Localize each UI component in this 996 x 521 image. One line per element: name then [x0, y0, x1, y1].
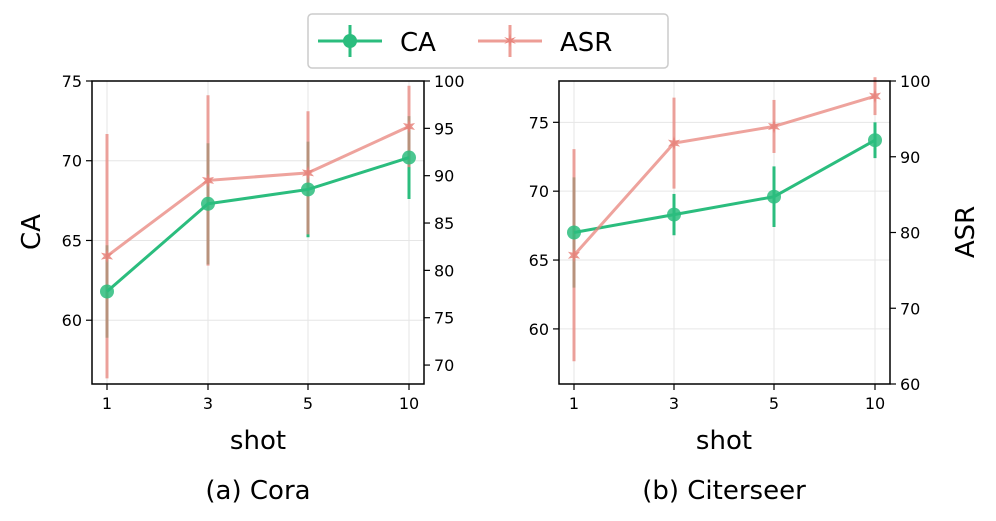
x-tick-label: 3 [669, 394, 679, 413]
right-y-tick-label: 70 [434, 356, 454, 375]
panel-cora-xticks: 1 3 5 10 [102, 384, 419, 413]
panel-cora-xlabel: shot [230, 426, 286, 456]
panel-citerseer-xlabel: shot [696, 426, 752, 456]
asr-point [567, 248, 581, 263]
ca-point [201, 196, 215, 211]
panel-citerseer-frame [558, 80, 891, 385]
ca-point [767, 189, 781, 204]
legend-marker-asr: ✶ [502, 31, 517, 52]
panel-citerseer-right-yticks: 60 70 80 90 100 [890, 72, 931, 394]
asr-point [767, 119, 781, 134]
panel-cora-asr-points [100, 119, 416, 264]
ca-point [567, 225, 581, 240]
asr-point [868, 89, 882, 104]
panel-citerseer-asr-points [567, 89, 882, 263]
ca-point [868, 133, 882, 148]
asr-point [667, 136, 681, 151]
right-y-tick-label: 90 [434, 167, 454, 186]
panel-cora-ca-errorbars [105, 116, 411, 338]
panel-citerseer-asr-errorbars [572, 77, 877, 362]
panel-cora-ylabel-left: CA [17, 214, 47, 250]
panel-citerseer-asr-line [572, 94, 876, 257]
legend: CA ✶ ASR [307, 13, 669, 69]
ca-point [667, 207, 681, 222]
asr-point [100, 249, 114, 264]
panel-citerseer-ca-points [567, 133, 882, 240]
right-y-tick-label: 80 [434, 261, 454, 280]
ca-point [402, 150, 416, 165]
right-y-tick-label: 90 [900, 148, 920, 167]
right-y-tick-label: 60 [900, 375, 920, 394]
x-tick-label: 1 [569, 394, 579, 413]
panel-cora-ca-line [106, 156, 410, 293]
left-y-tick-label: 70 [529, 182, 549, 201]
asr-point [201, 173, 215, 188]
x-tick-label: 5 [769, 394, 779, 413]
right-y-tick-label: 100 [434, 72, 465, 91]
right-y-tick-label: 70 [900, 299, 920, 318]
x-tick-label: 3 [203, 394, 213, 413]
left-y-tick-label: 65 [62, 231, 82, 250]
asr-point [402, 119, 416, 134]
panel-cora-caption: (a) Cora [205, 476, 310, 506]
right-y-tick-label: 85 [434, 214, 454, 233]
panel-cora-right-yticks: 70 75 80 85 90 95 100 [424, 72, 465, 375]
legend-marker-ca [343, 34, 357, 48]
panel-cora-frame [91, 80, 425, 385]
ca-point [301, 182, 315, 197]
left-y-tick-label: 75 [529, 113, 549, 132]
legend-entry-asr: ✶ ASR [478, 25, 612, 58]
right-y-tick-label: 95 [434, 119, 454, 138]
left-y-tick-label: 60 [529, 320, 549, 339]
left-y-tick-label: 60 [62, 311, 82, 330]
x-tick-label: 1 [102, 394, 112, 413]
panel-cora-asr-errorbars [105, 85, 411, 379]
panel-citerseer-grid [559, 81, 890, 384]
x-tick-label: 10 [865, 394, 885, 413]
panel-citerseer-ylabel-right: ASR [951, 206, 981, 258]
panel-cora-asr-line [106, 125, 410, 258]
legend-label-ca: CA [400, 28, 436, 58]
panel-citerseer-xticks: 1 3 5 10 [569, 384, 885, 413]
panel-citerseer-ca-line [573, 138, 876, 234]
right-y-tick-label: 80 [900, 224, 920, 243]
ca-point [100, 284, 114, 299]
panel-cora-left-yticks: 60 65 70 75 [62, 72, 92, 330]
panel-cora: 1 3 5 10 60 65 70 75 70 75 80 85 90 95 100 shot CA (… [17, 72, 465, 506]
legend-label-asr: ASR [560, 28, 612, 58]
left-y-tick-label: 70 [62, 152, 82, 171]
right-y-tick-label: 75 [434, 309, 454, 328]
panel-citerseer: 1 3 5 10 60 65 70 75 60 70 80 90 100 shot ASR (b) … [529, 72, 981, 506]
legend-entry-ca: CA [318, 25, 436, 58]
panel-cora-grid [92, 80, 424, 384]
panel-citerseer-left-yticks: 60 65 70 75 [529, 113, 559, 339]
x-tick-label: 5 [303, 394, 313, 413]
left-y-tick-label: 75 [62, 72, 82, 91]
right-y-tick-label: 100 [900, 72, 931, 91]
left-y-tick-label: 65 [529, 251, 549, 270]
x-tick-label: 10 [399, 394, 419, 413]
panel-citerseer-caption: (b) Citerseer [642, 476, 806, 506]
asr-point [301, 165, 315, 180]
panel-cora-ca-points [100, 150, 416, 299]
